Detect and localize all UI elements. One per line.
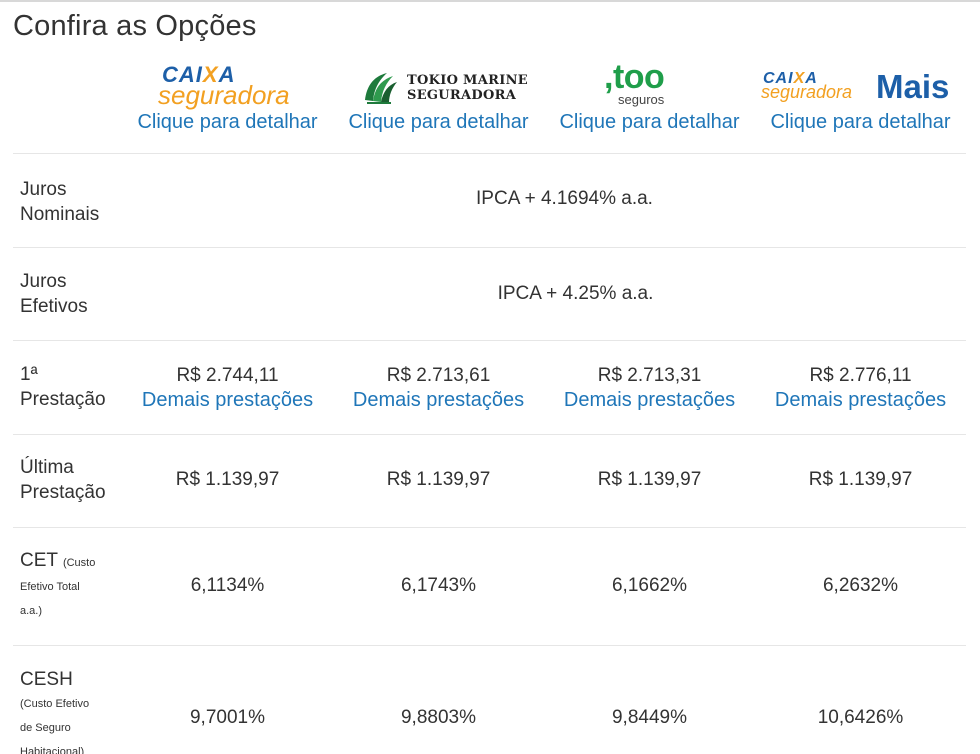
primeira-prestacao-cell: R$ 2.744,11 Demais prestações: [122, 363, 333, 413]
juros-efetivos-value: IPCA + 4.25% a.a.: [497, 283, 654, 304]
cesh-value: 9,7001%: [189, 707, 265, 728]
row-cesh: CESH (Custo Efetivo de Seguro Habitacion…: [13, 645, 966, 754]
caixa-seguradora-logo: CAIXA seguradora: [122, 60, 333, 110]
row-label-cesh: CESH (Custo Efetivo de Seguro Habitacion…: [20, 669, 90, 754]
detail-link-too[interactable]: Clique para detalhar: [559, 111, 740, 133]
cet-value: 6,1743%: [400, 575, 476, 596]
ultima-prestacao-value: R$ 1.139,97: [386, 469, 491, 490]
cesh-value: 9,8803%: [400, 707, 476, 728]
ultima-prestacao-value: R$ 1.139,97: [175, 469, 280, 490]
row-ultima-prestacao: Última Prestação R$ 1.139,97 R$ 1.139,97…: [13, 434, 966, 527]
demais-prestacoes-link[interactable]: Demais prestações: [774, 389, 947, 411]
tokio-marine-line2: SEGURADORA: [407, 88, 517, 103]
row-label-primeira-prestacao: 1ª Prestação: [20, 364, 106, 410]
cet-value: 6,1662%: [611, 575, 687, 596]
primeira-prestacao-value: R$ 2.713,61: [386, 365, 491, 386]
demais-prestacoes-link[interactable]: Demais prestações: [563, 389, 736, 411]
cet-value: 6,2632%: [822, 575, 898, 596]
detail-link-tokio[interactable]: Clique para detalhar: [348, 111, 529, 133]
too-wordmark: ,too: [604, 58, 665, 96]
insurer-caixa-mais: CAIXA seguradora Mais Clique para detalh…: [755, 60, 966, 152]
page-title: Confira as Opções: [13, 10, 257, 42]
tokio-marine-line1: TOKIO MARINE: [407, 73, 528, 88]
row-juros-nominais: Juros Nominais IPCA + 4.1694% a.a.: [13, 153, 966, 247]
detail-link-caixa-mais[interactable]: Clique para detalhar: [770, 111, 951, 133]
primeira-prestacao-value: R$ 2.776,11: [809, 365, 912, 386]
row-label-ultima-prestacao: Última Prestação: [20, 457, 106, 503]
cesh-value: 9,8449%: [611, 707, 687, 728]
primeira-prestacao-cell: R$ 2.776,11 Demais prestações: [755, 363, 966, 413]
primeira-prestacao-value: R$ 2.744,11: [176, 365, 279, 386]
caixa-mais-wordmark: CAIXA: [763, 70, 818, 87]
row-juros-efetivos: Juros Efetivos IPCA + 4.25% a.a.: [13, 247, 966, 340]
ultima-prestacao-value: R$ 1.139,97: [808, 469, 913, 490]
row-label-cet: CET (Custo Efetivo Total a.a.): [20, 550, 96, 617]
insurer-tokio-marine: TOKIO MARINE SEGURADORA Clique para deta…: [333, 60, 544, 152]
row-primeira-prestacao: 1ª Prestação R$ 2.744,11 Demais prestaçõ…: [13, 340, 966, 434]
row-cet: CET (Custo Efetivo Total a.a.) 6,1134% 6…: [13, 527, 966, 645]
tokio-marine-leaf-icon: [365, 73, 397, 104]
row-label-juros-nominais: Juros Nominais: [20, 179, 100, 225]
cesh-value: 10,6426%: [817, 707, 904, 728]
ultima-prestacao-value: R$ 1.139,97: [597, 469, 702, 490]
insurer-header-row: CAIXA seguradora Clique para detalhar TO…: [0, 58, 980, 152]
too-subtitle: seguros: [618, 92, 665, 107]
primeira-prestacao-cell: R$ 2.713,61 Demais prestações: [333, 363, 544, 413]
detail-link-caixa[interactable]: Clique para detalhar: [137, 111, 318, 133]
too-seguros-logo: ,too seguros: [544, 58, 755, 110]
tokio-marine-logo: TOKIO MARINE SEGURADORA: [333, 60, 544, 110]
insurer-too-seguros: ,too seguros Clique para detalhar: [544, 58, 755, 152]
caixa-wordmark: CAIXA: [162, 62, 236, 87]
demais-prestacoes-link[interactable]: Demais prestações: [141, 389, 314, 411]
seguradora-wordmark: seguradora: [158, 80, 290, 110]
insurer-caixa: CAIXA seguradora Clique para detalhar: [122, 60, 333, 152]
seguradora-mais-wordmark: seguradora: [761, 82, 853, 102]
primeira-prestacao-value: R$ 2.713,31: [597, 365, 702, 386]
caixa-seguradora-mais-logo: CAIXA seguradora Mais: [755, 60, 966, 110]
mais-wordmark: Mais: [876, 68, 950, 105]
demais-prestacoes-link[interactable]: Demais prestações: [352, 389, 525, 411]
row-label-juros-efetivos: Juros Efetivos: [20, 271, 88, 317]
juros-nominais-value: IPCA + 4.1694% a.a.: [476, 188, 653, 209]
primeira-prestacao-cell: R$ 2.713,31 Demais prestações: [544, 363, 755, 413]
cet-value: 6,1134%: [190, 575, 265, 596]
